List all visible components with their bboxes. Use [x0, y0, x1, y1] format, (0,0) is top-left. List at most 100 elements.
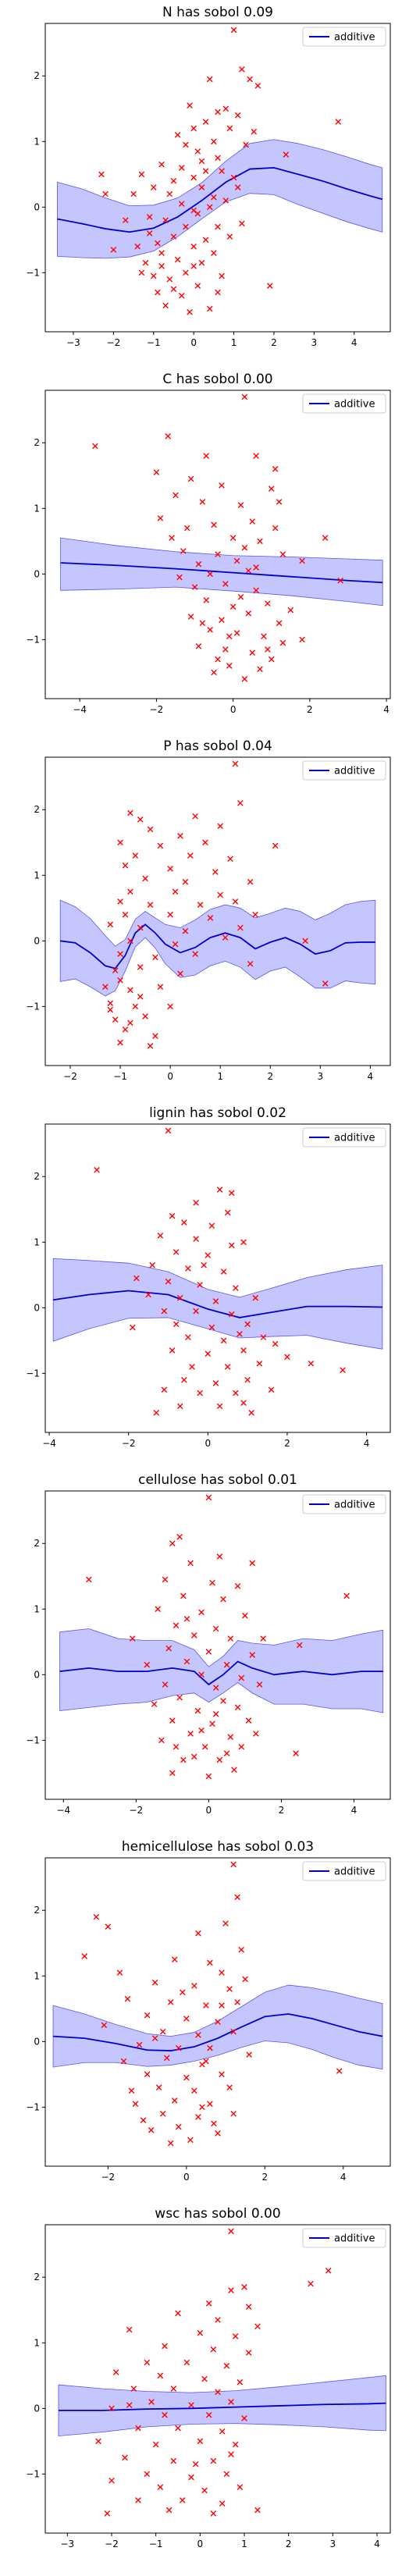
- data-point: [228, 1242, 235, 1249]
- data-point: [220, 1596, 226, 1603]
- data-point: [272, 525, 279, 532]
- data-point: [187, 475, 194, 482]
- data-point: [183, 2074, 190, 2081]
- y-tick-label: 1: [34, 1970, 40, 1981]
- data-point: [181, 1219, 187, 1226]
- data-point: [178, 165, 185, 171]
- y-tick-label: 2: [34, 1538, 40, 1549]
- data-point: [212, 1685, 219, 1691]
- data-point: [227, 1635, 234, 1642]
- data-point: [215, 155, 221, 162]
- data-point: [153, 469, 160, 475]
- data-point: [244, 1321, 251, 1328]
- data-point: [220, 1337, 227, 1344]
- x-tick-label: 2: [307, 704, 313, 715]
- data-point: [283, 151, 290, 158]
- x-tick-label: 3: [311, 337, 318, 348]
- data-point: [265, 646, 271, 653]
- data-point: [112, 2369, 119, 2375]
- data-point: [198, 158, 205, 165]
- data-point: [147, 902, 154, 908]
- data-point: [137, 817, 144, 823]
- data-point: [158, 250, 165, 256]
- data-point: [222, 581, 229, 587]
- data-point: [175, 2123, 182, 2130]
- data-point: [173, 1321, 180, 1328]
- data-point: [251, 128, 258, 135]
- data-point: [205, 1494, 212, 1501]
- legend-box: [302, 1494, 386, 1514]
- data-point: [183, 2016, 190, 2022]
- mean-line: [59, 1660, 383, 1686]
- data-point: [240, 1239, 247, 1246]
- data-point: [176, 1694, 183, 1701]
- data-point: [219, 2071, 225, 2078]
- data-point: [239, 66, 245, 73]
- data-point: [169, 1347, 176, 1354]
- data-point: [248, 1409, 254, 1416]
- plot-frame: [44, 756, 391, 1066]
- data-point: [94, 1167, 100, 1173]
- data-point: [219, 272, 225, 279]
- data-point: [144, 2071, 151, 2078]
- data-point: [185, 1265, 191, 1272]
- data-point: [135, 2425, 141, 2432]
- y-tick-label: −1: [26, 1368, 40, 1379]
- x-tick-label: −2: [122, 1438, 136, 1449]
- x-tick-label: 2: [286, 2539, 292, 2549]
- data-point: [254, 2507, 261, 2514]
- data-point: [249, 1560, 255, 1567]
- data-point: [233, 1389, 239, 1397]
- x-tick-label: −2: [150, 704, 164, 715]
- data-point: [167, 1003, 173, 1010]
- y-tick-label: −1: [26, 2101, 40, 2112]
- chart-svg: P has sobol 0.04 −2 −1 0 1 2 3 4 −1 0 1 2 additive: [26, 738, 391, 1082]
- chart-panel: C has sobol 0.00 −4 −2 0 2 4 −1 0 1 2 additive: [0, 367, 402, 734]
- data-point: [202, 119, 209, 125]
- data-point: [220, 1268, 227, 1275]
- data-point: [187, 102, 193, 109]
- mean-line: [57, 166, 382, 233]
- data-point: [230, 2110, 237, 2117]
- data-point: [155, 2084, 162, 2090]
- data-point: [230, 2028, 237, 2035]
- data-point: [153, 1409, 160, 1416]
- data-point: [230, 174, 237, 181]
- data-point: [234, 184, 241, 190]
- data-point: [210, 2510, 217, 2517]
- data-point: [253, 587, 259, 594]
- legend-box: [302, 2228, 386, 2248]
- data-point: [194, 283, 201, 289]
- data-point: [224, 1209, 231, 1216]
- data-point: [109, 2477, 115, 2484]
- data-point: [299, 557, 305, 564]
- data-point: [246, 2051, 252, 2058]
- x-tick-label: −1: [113, 1071, 127, 1082]
- data-point: [109, 2405, 115, 2412]
- data-point: [249, 649, 255, 656]
- data-point: [215, 2317, 221, 2323]
- data-point: [187, 852, 194, 859]
- data-point: [252, 911, 258, 918]
- x-tick-label: −4: [42, 1438, 56, 1449]
- mean-line: [52, 2013, 383, 2051]
- data-point: [170, 2386, 177, 2392]
- data-point: [279, 551, 286, 557]
- data-point: [95, 2438, 101, 2445]
- data-point: [162, 217, 169, 223]
- data-point: [134, 243, 141, 250]
- legend: additive: [302, 760, 386, 781]
- data-point: [162, 2411, 168, 2418]
- data-point: [234, 1999, 240, 2005]
- data-point: [234, 112, 241, 119]
- data-point: [174, 132, 181, 138]
- data-point: [157, 2484, 164, 2490]
- data-point: [182, 927, 189, 934]
- data-point: [198, 259, 205, 266]
- data-point: [210, 2346, 217, 2353]
- plot-frame: [44, 1123, 391, 1433]
- data-point: [226, 233, 233, 240]
- data-point: [219, 2002, 225, 2008]
- data-point: [102, 190, 109, 197]
- data-point: [166, 276, 173, 283]
